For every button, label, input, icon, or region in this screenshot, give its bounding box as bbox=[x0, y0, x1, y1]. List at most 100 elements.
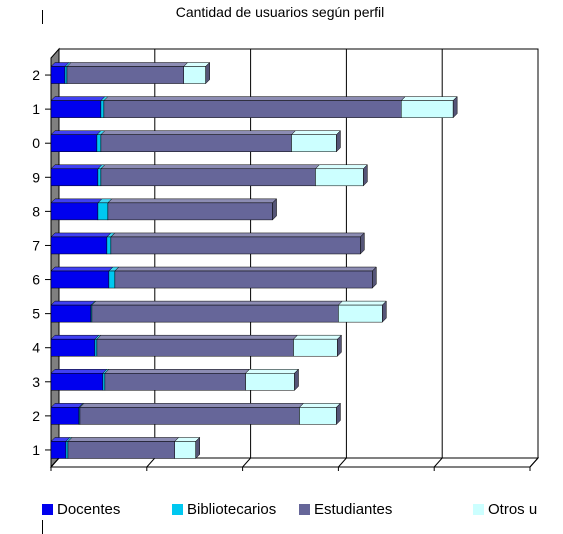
bar-end bbox=[336, 402, 341, 425]
bar-segment bbox=[50, 338, 96, 357]
bar-segment bbox=[299, 407, 337, 425]
bar-group bbox=[50, 164, 368, 187]
bar-top bbox=[50, 164, 103, 170]
left-axis-tick-bottom bbox=[42, 520, 43, 534]
bar-segment bbox=[108, 270, 116, 289]
bar-top bbox=[50, 96, 106, 101]
legend-item: Docentes bbox=[42, 499, 120, 519]
category-label: 5 bbox=[32, 306, 40, 322]
bar-segment bbox=[102, 373, 106, 391]
bar-segment bbox=[65, 441, 69, 459]
bar-segment bbox=[107, 202, 273, 221]
bar-top bbox=[114, 266, 377, 272]
bar-top bbox=[67, 437, 180, 442]
gridline-floor bbox=[529, 457, 539, 468]
bar-top bbox=[50, 198, 103, 204]
bar-segment bbox=[100, 134, 292, 152]
legend-label: Otros u bbox=[488, 500, 538, 518]
bar-top bbox=[400, 96, 458, 101]
bar-group bbox=[50, 198, 278, 221]
bar-end bbox=[272, 198, 277, 221]
bar-segment bbox=[97, 202, 109, 221]
bar-segment bbox=[401, 100, 454, 118]
gridline-floor bbox=[50, 457, 60, 468]
category-labels: 1 2 3 4 5 6 7 8 9 0 1 2 bbox=[32, 67, 51, 458]
bar-top bbox=[337, 300, 387, 306]
bar-top bbox=[298, 403, 342, 408]
bar-segment bbox=[66, 66, 184, 84]
floor bbox=[49, 457, 540, 468]
bar-segment bbox=[50, 66, 66, 84]
bar-top bbox=[50, 369, 108, 374]
bar-end bbox=[294, 368, 299, 391]
legend-swatch bbox=[172, 503, 183, 515]
bar-group bbox=[50, 436, 201, 460]
bar-group bbox=[50, 402, 342, 425]
bar-top bbox=[290, 130, 342, 135]
bar-end bbox=[337, 334, 342, 357]
bar-top bbox=[183, 62, 211, 67]
bar-top bbox=[79, 403, 305, 408]
category-label: 3 bbox=[32, 374, 40, 390]
bar-end bbox=[452, 96, 458, 119]
bar-end bbox=[360, 232, 365, 255]
bar-segment bbox=[103, 100, 402, 118]
bar-segment bbox=[114, 270, 373, 289]
chart-title: Cantidad de usuarios según perfil bbox=[175, 4, 385, 20]
gridline-floor bbox=[433, 457, 443, 468]
bar-segment bbox=[293, 338, 338, 357]
bars bbox=[50, 61, 458, 460]
bar-top bbox=[50, 334, 100, 340]
bar-segment bbox=[50, 407, 80, 425]
category-label: 9 bbox=[32, 169, 40, 185]
bar-top bbox=[50, 232, 112, 238]
category-label: 4 bbox=[32, 340, 40, 356]
bar-segment bbox=[50, 270, 110, 289]
bar-top bbox=[96, 334, 299, 340]
bar-segment bbox=[106, 236, 112, 255]
bar-group bbox=[50, 130, 342, 153]
bar-segment bbox=[50, 236, 108, 255]
category-label: 2 bbox=[32, 408, 40, 424]
bar-top bbox=[244, 369, 300, 374]
legend-swatch bbox=[299, 503, 310, 515]
category-label: 7 bbox=[32, 237, 40, 253]
bar-segment bbox=[100, 168, 316, 187]
bar-group bbox=[50, 61, 211, 85]
legend-label: Estudiantes bbox=[314, 500, 393, 518]
bar-top bbox=[91, 300, 344, 306]
category-label: 6 bbox=[32, 272, 40, 288]
bar-segment bbox=[97, 168, 102, 187]
bar-segment bbox=[94, 338, 98, 357]
category-label: 0 bbox=[32, 135, 40, 151]
bar-top bbox=[50, 266, 114, 272]
bar-segment bbox=[338, 304, 383, 323]
category-label: 2 bbox=[32, 67, 40, 83]
bar-end bbox=[363, 164, 368, 187]
bar-top bbox=[100, 130, 297, 135]
bar-segment bbox=[100, 100, 105, 118]
legend-label: Bibliotecarios bbox=[187, 500, 277, 518]
bar-segment bbox=[50, 100, 102, 118]
bar-segment bbox=[67, 441, 175, 459]
bar-top bbox=[107, 198, 278, 204]
bar-segment bbox=[291, 134, 337, 152]
legend-item: Bibliotecarios bbox=[172, 499, 276, 519]
bar-end bbox=[205, 61, 210, 85]
bar-segment bbox=[50, 441, 67, 459]
bar-top bbox=[50, 403, 84, 408]
bar-segment bbox=[91, 304, 339, 323]
bar-group bbox=[50, 300, 387, 323]
bar-end bbox=[336, 130, 341, 153]
bar-segment bbox=[50, 168, 99, 187]
gridline-floor bbox=[146, 457, 156, 468]
gridline-floor bbox=[338, 457, 347, 468]
bar-segment bbox=[315, 168, 364, 187]
bar-top bbox=[314, 164, 368, 170]
bar-group bbox=[50, 266, 377, 289]
bar-top bbox=[50, 130, 102, 135]
bar-segment bbox=[50, 373, 104, 391]
bar-group bbox=[50, 232, 365, 255]
bar-top bbox=[100, 164, 321, 170]
